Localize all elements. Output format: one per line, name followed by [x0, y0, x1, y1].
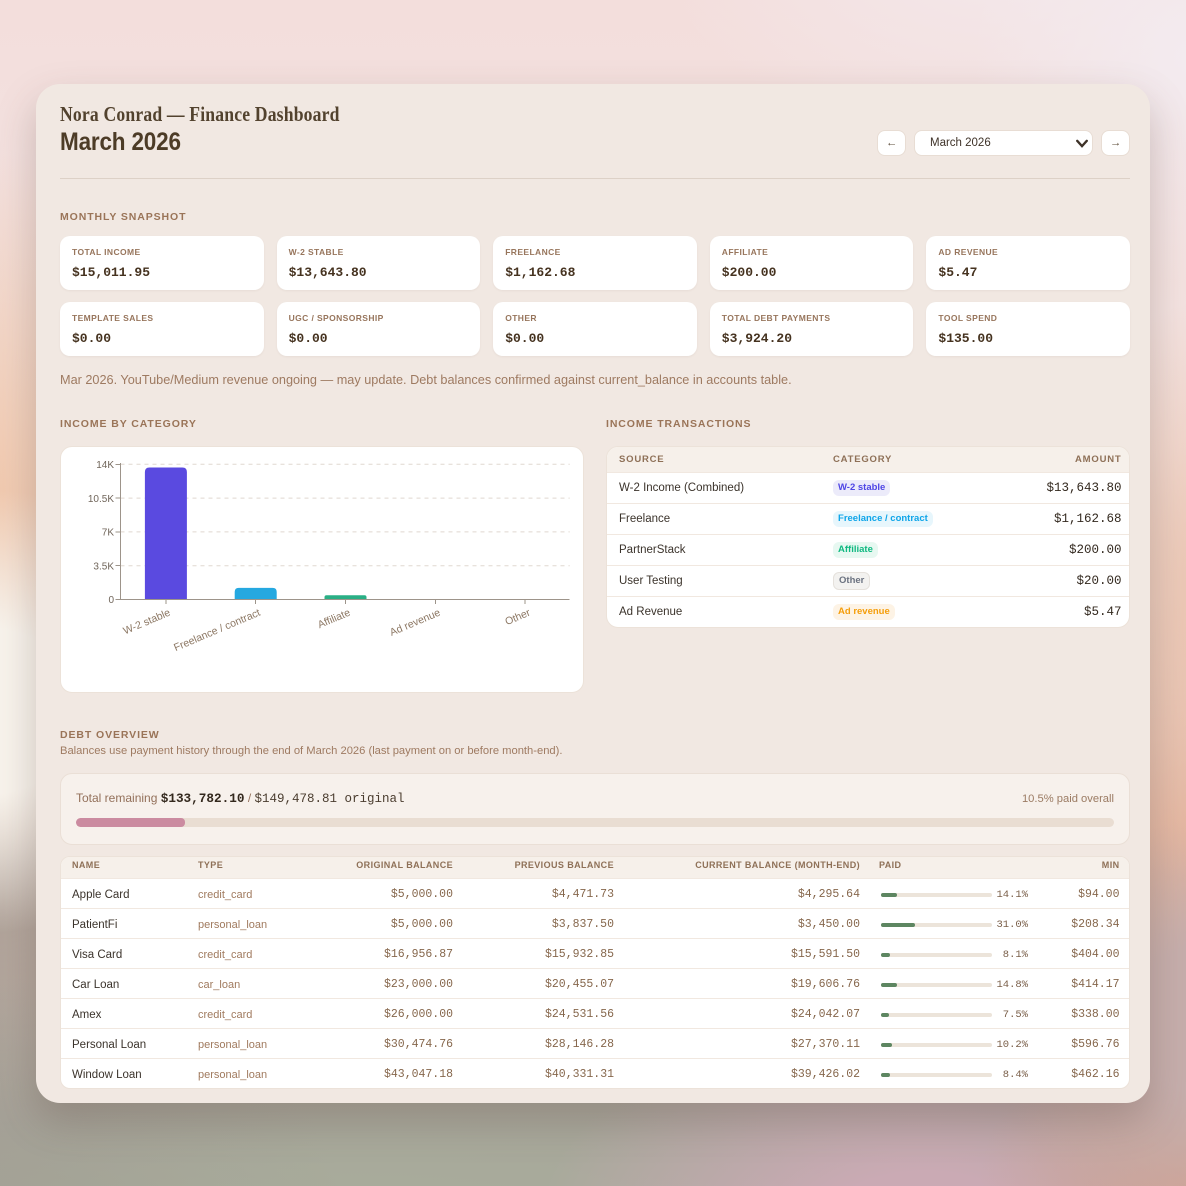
svg-text:14K: 14K [96, 460, 114, 471]
svg-text:0: 0 [108, 595, 114, 606]
svg-text:Affiliate: Affiliate [316, 607, 352, 631]
svg-text:Ad revenue: Ad revenue [388, 607, 442, 639]
svg-text:Freelance / contract: Freelance / contract [172, 607, 262, 654]
svg-text:3.5K: 3.5K [93, 562, 114, 573]
svg-text:W-2 stable: W-2 stable [121, 607, 172, 638]
svg-text:Other: Other [503, 607, 532, 629]
svg-text:7K: 7K [102, 528, 115, 539]
svg-text:10.5K: 10.5K [88, 494, 114, 505]
